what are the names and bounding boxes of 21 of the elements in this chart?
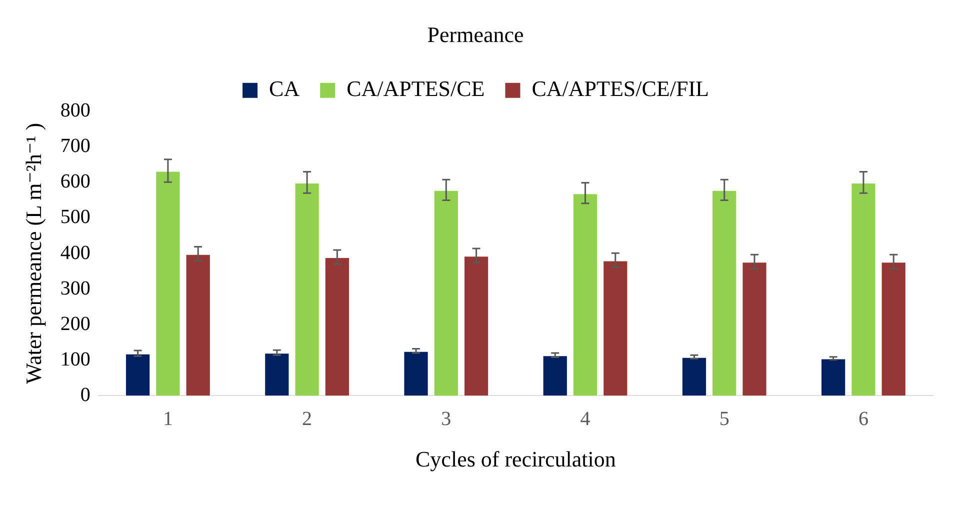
y-tick-label: 300 (60, 277, 90, 300)
y-tick-label: 500 (60, 206, 90, 228)
legend-label: CA/APTES/CE (346, 76, 485, 102)
chart-title: Permeance (427, 22, 524, 47)
legend-label: CA/APTES/CE/FIL (532, 76, 709, 102)
legend-label: CA (269, 76, 300, 102)
y-tick-label: 800 (60, 100, 90, 122)
y-tick-label: 600 (60, 170, 90, 193)
x-axis-title: Cycles of recirculation (416, 446, 616, 472)
y-axis-title: Water permeance (L m⁻²h⁻¹ ) (20, 122, 46, 384)
x-tick-label: 6 (858, 408, 868, 430)
x-tick-label: 5 (719, 408, 730, 430)
y-tick-label: 700 (60, 135, 90, 158)
y-tick-label: 200 (60, 312, 90, 335)
x-tick-label: 4 (580, 408, 590, 430)
x-tick-label: 1 (162, 408, 173, 430)
x-tick-label: 2 (302, 408, 312, 430)
y-tick-label: 0 (80, 384, 90, 406)
y-tick-label: 400 (60, 242, 90, 264)
y-tick-label: 100 (60, 348, 90, 370)
x-tick-label: 3 (441, 408, 452, 430)
